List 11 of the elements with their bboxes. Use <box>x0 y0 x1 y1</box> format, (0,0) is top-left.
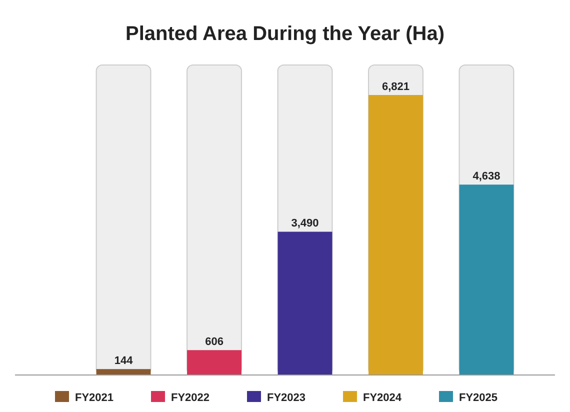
data-label: 3,490 <box>291 218 319 230</box>
data-label: 144 <box>114 355 134 368</box>
legend-label: FY2021 <box>75 392 114 404</box>
legend-label: FY2025 <box>459 392 498 404</box>
data-label: 606 <box>205 336 224 348</box>
data-label: 4,638 <box>472 170 500 183</box>
chart-title: Planted Area During the Year (Ha) <box>126 23 444 45</box>
legend-label: FY2023 <box>267 392 306 404</box>
data-label: 6,821 <box>382 81 410 93</box>
legend-label: FY2022 <box>171 392 210 404</box>
legend-label: FY2024 <box>363 392 402 404</box>
